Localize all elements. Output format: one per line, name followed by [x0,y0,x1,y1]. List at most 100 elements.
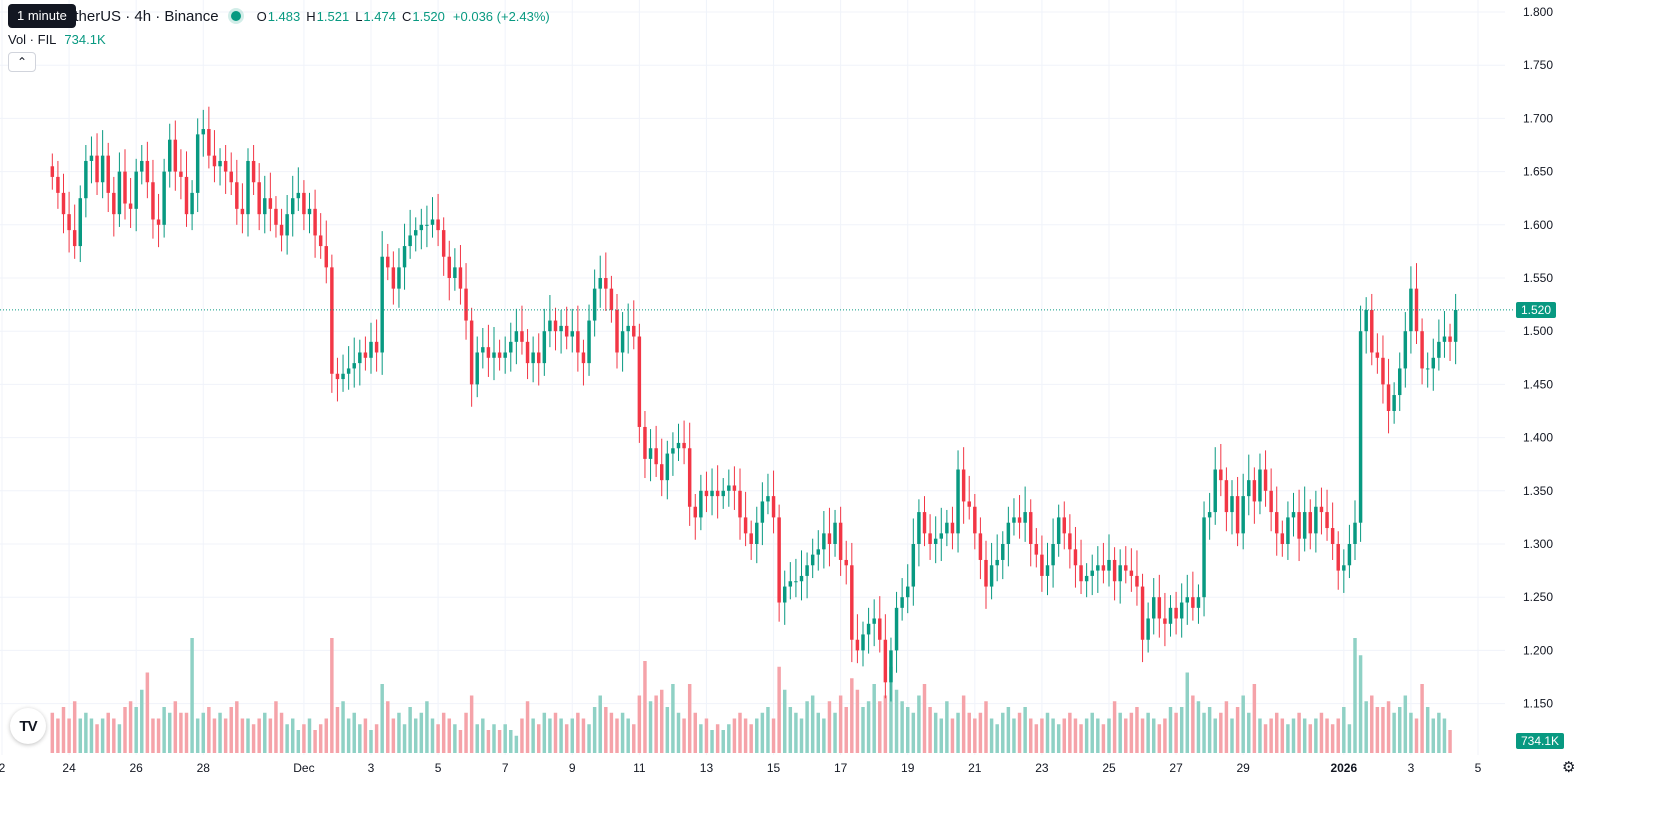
chevron-up-icon: ⌃ [16,55,28,69]
volume-bar [156,718,161,753]
candle-body [380,256,384,353]
volume-bar [134,707,138,753]
volume-bar [961,695,966,753]
volume-bar [1241,695,1245,753]
ohlc-key-o: O [256,8,267,24]
volume-bar [167,712,172,753]
candle-body [866,623,871,635]
candle-body [1314,506,1318,534]
volume-bar [587,724,591,753]
candle-body [1308,512,1313,534]
volume-bar [486,730,491,753]
volume-bar [1247,712,1251,753]
volume-bar [866,701,871,753]
volume-bar [469,695,474,753]
x-tick-label: 19 [901,761,915,775]
candle-body [956,469,960,534]
y-tick-label: 1.300 [1523,537,1553,551]
candle-body [296,192,301,199]
candle-body [100,155,105,183]
candle-body [945,522,949,534]
candle-body [581,352,586,364]
volume-bar [207,707,211,753]
volume-bar [978,712,983,753]
volume-bar [911,712,916,753]
candle-body [503,352,507,358]
volume-bar [1219,712,1223,753]
volume-bar [838,695,843,753]
volume-bar [1448,730,1452,753]
candle-body [564,325,569,337]
volume-bar [581,718,586,753]
volume-bar [184,712,189,753]
candle-body [576,331,580,353]
volume-bar [553,712,558,753]
volume-bar [447,718,452,753]
candle-body [766,496,770,502]
volume-bar [235,701,239,753]
candle-body [1157,597,1162,619]
volume-bar [1386,701,1391,753]
candle-body [1420,331,1424,369]
volume-bar [956,712,960,753]
volume-bar [279,712,284,753]
volume-bar [682,718,686,753]
candle-body [156,219,161,225]
symbol-title[interactable]: etherUS · 4h · Binance [66,7,219,25]
x-tick-label: 3 [368,761,375,775]
volume-bar [358,724,362,753]
candle-body [1179,602,1184,619]
volume-bar [743,718,748,753]
candle-body [889,650,893,683]
candle-body [1129,570,1134,576]
candle-body [1330,528,1335,544]
candle-body [810,554,815,566]
y-tick-label: 1.550 [1523,271,1553,285]
candle-body [855,639,860,651]
candle-body [352,363,356,369]
interval-tooltip: 1 minute [8,4,76,28]
logo-text: TV [19,717,37,735]
candle-body [598,278,602,289]
candle-body [1112,559,1117,582]
candle-body [419,224,424,231]
candle-body [447,256,452,278]
x-tick-label: 24 [62,761,76,775]
y-tick-label: 1.800 [1523,5,1553,19]
volume-bar [721,730,725,753]
volume-bar [1124,718,1128,753]
candle-body [760,501,765,523]
candle-body [318,235,323,247]
candle-body [1045,565,1050,576]
candle-body [922,512,927,534]
candle-body [833,522,837,544]
candle-body [84,160,88,199]
candle-body [626,325,630,332]
volume-bar [302,724,306,753]
volume-bar [822,718,826,753]
candle-body [816,549,821,555]
candle-body [1056,517,1061,544]
volume-bar [1420,684,1424,753]
volume-bar [128,701,133,753]
volume-bar [1308,724,1313,753]
ohlc-value-o: 1.483 [267,8,301,24]
x-tick-label: Dec [293,761,314,775]
candle-body [755,522,759,544]
candle-body [531,352,535,364]
volume-bar [1012,718,1016,753]
volume-bar [883,695,888,753]
volume-bar [1252,684,1257,753]
candle-body [743,517,748,534]
gear-icon[interactable]: ⚙ [1562,759,1576,776]
volume-bar [917,695,921,753]
tradingview-logo[interactable]: TV [10,708,46,744]
volume-bar [782,689,787,753]
collapse-legend-button[interactable]: ⌃ [8,52,36,72]
volume-bar [1397,707,1402,753]
volume-bar [933,712,938,753]
volume-bar [1286,724,1290,753]
candle-body [788,581,793,587]
volume-bar [145,672,150,753]
